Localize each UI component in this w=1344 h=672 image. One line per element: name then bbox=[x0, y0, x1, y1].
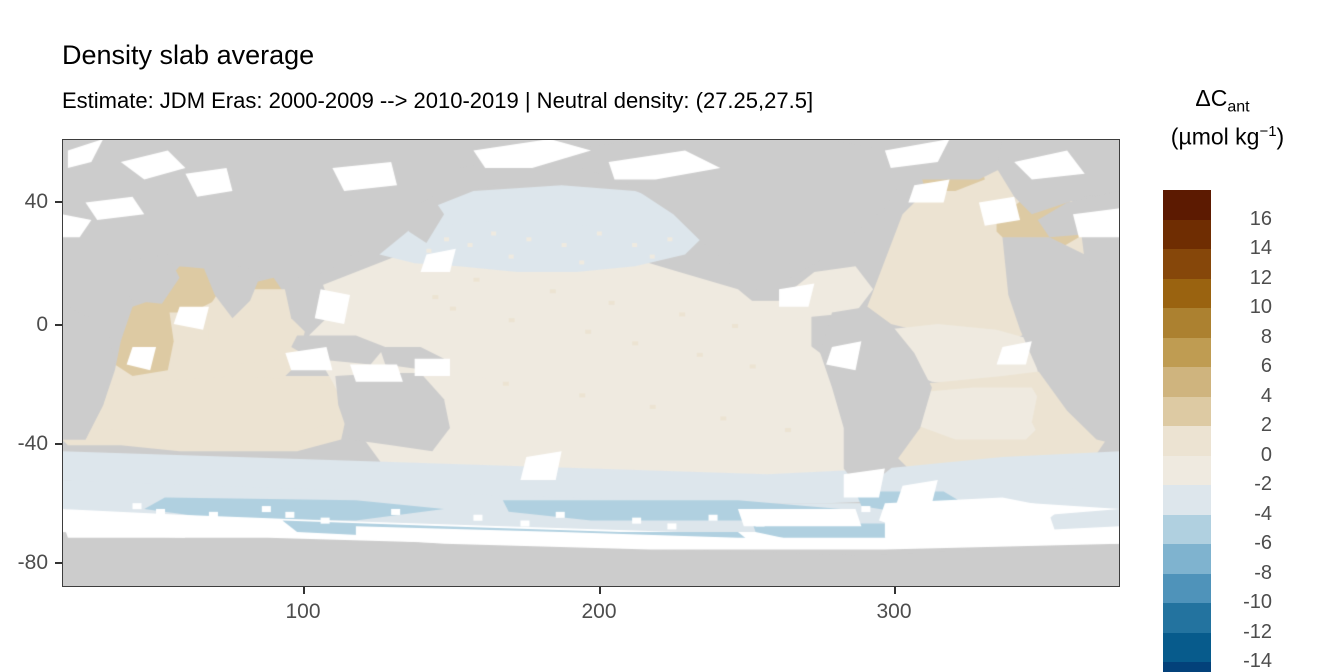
colorbar-tick-label: 16 bbox=[1249, 207, 1272, 230]
colorbar-segment[interactable] bbox=[1163, 396, 1211, 426]
x-axis-tick-label: 200 bbox=[581, 600, 617, 623]
colorbar-tick-label: -12 bbox=[1243, 620, 1272, 643]
colorbar-tick-label: 4 bbox=[1260, 384, 1272, 407]
legend: ΔCant (µmol kg−1) 16 14 12 10 8 6 4 2 0 -2 -4 -6 -8 -… bbox=[1140, 85, 1344, 672]
plot-subtitle: Estimate: JDM Eras: 2000-2009 --> 2010-2… bbox=[62, 88, 814, 113]
colorbar-tick-label: -2 bbox=[1254, 473, 1272, 495]
y-axis-tick bbox=[55, 201, 62, 203]
legend-title-subscript: ant bbox=[1227, 98, 1250, 116]
colorbar-tick-label: 12 bbox=[1249, 266, 1272, 289]
colorbar-segment[interactable] bbox=[1163, 514, 1211, 544]
colorbar-tick-label: -4 bbox=[1254, 502, 1272, 525]
legend-title-variable: ΔCant bbox=[1195, 85, 1250, 116]
y-axis-tick-label: 0 bbox=[36, 313, 48, 336]
colorbar-tick-label: -10 bbox=[1243, 591, 1272, 613]
colorbar-segment[interactable] bbox=[1163, 308, 1211, 338]
colorbar-segment[interactable] bbox=[1163, 278, 1211, 308]
colorbar-tick-label: 6 bbox=[1260, 355, 1272, 377]
page-title: Density slab average bbox=[62, 40, 315, 70]
colorbar-segment[interactable] bbox=[1163, 662, 1211, 672]
x-axis-tick-label: 300 bbox=[876, 600, 912, 623]
colorbar-segment[interactable] bbox=[1163, 573, 1211, 603]
colorbar-tick-label: -8 bbox=[1254, 561, 1272, 584]
colorbar-segment[interactable] bbox=[1163, 190, 1211, 220]
legend-title-superscript: −1 bbox=[1259, 123, 1277, 140]
x-axis-tick bbox=[303, 587, 305, 594]
colorbar-segment[interactable] bbox=[1163, 485, 1211, 515]
colorbar-tick-label: 0 bbox=[1260, 443, 1272, 466]
x-axis-tick-label: 100 bbox=[285, 600, 321, 623]
colorbar-segment[interactable] bbox=[1163, 367, 1211, 397]
y-axis-tick bbox=[55, 443, 62, 445]
colorbar-segment[interactable] bbox=[1163, 426, 1211, 456]
x-axis-tick bbox=[894, 587, 896, 594]
colorbar-segment[interactable] bbox=[1163, 632, 1211, 662]
colorbar-tick-label: 10 bbox=[1249, 296, 1272, 318]
colorbar-segment[interactable] bbox=[1163, 455, 1211, 485]
colorbar-tick-label: 8 bbox=[1260, 325, 1272, 348]
legend-title-units: (µmol kg−1) bbox=[1170, 123, 1285, 150]
colorbar-segment[interactable] bbox=[1163, 249, 1211, 279]
colorbar-segment[interactable] bbox=[1163, 337, 1211, 367]
colorbar-segment[interactable] bbox=[1163, 219, 1211, 249]
colorbar-segment[interactable] bbox=[1163, 603, 1211, 633]
map-panel[interactable] bbox=[62, 139, 1120, 587]
y-axis-tick-label: 40 bbox=[24, 190, 48, 213]
colorbar-tick-label: -14 bbox=[1243, 650, 1272, 672]
y-axis-tick-label: -40 bbox=[17, 432, 48, 455]
colorbar-tick-label: 14 bbox=[1249, 237, 1272, 259]
y-axis-tick bbox=[55, 562, 62, 564]
y-axis-tick bbox=[55, 324, 62, 326]
colorbar-tick-label: -6 bbox=[1254, 532, 1272, 554]
colorbar-tick-label: 2 bbox=[1260, 414, 1272, 436]
colorbar[interactable] bbox=[1163, 190, 1211, 672]
y-axis-tick-label: -80 bbox=[17, 551, 48, 574]
world-map-heatmap[interactable] bbox=[62, 139, 1120, 587]
colorbar-segment[interactable] bbox=[1163, 544, 1211, 574]
x-axis-tick bbox=[599, 587, 601, 594]
